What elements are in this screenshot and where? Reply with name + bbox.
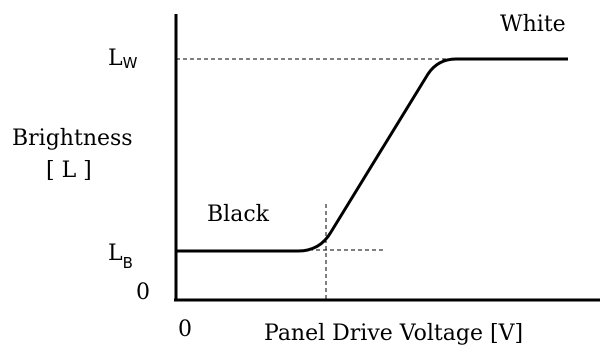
black-label: Black [207,202,270,227]
x-axis-title: Panel Drive Voltage [V] [264,321,523,346]
x-origin-label: 0 [178,317,192,342]
lb-tick-label: LB [108,241,133,272]
lb-subscript: B [123,254,133,272]
white-label: White [500,12,566,37]
lw-main: L [108,46,123,71]
y-axis-title-line2: [ L ] [46,158,92,183]
y-origin-label: 0 [136,280,150,305]
brightness-curve [176,57,568,253]
lw-subscript: W [123,54,138,72]
y-axis-title-line1: Brightness [12,126,133,151]
lw-tick-label: LW [108,46,138,72]
lb-main: L [108,241,123,266]
